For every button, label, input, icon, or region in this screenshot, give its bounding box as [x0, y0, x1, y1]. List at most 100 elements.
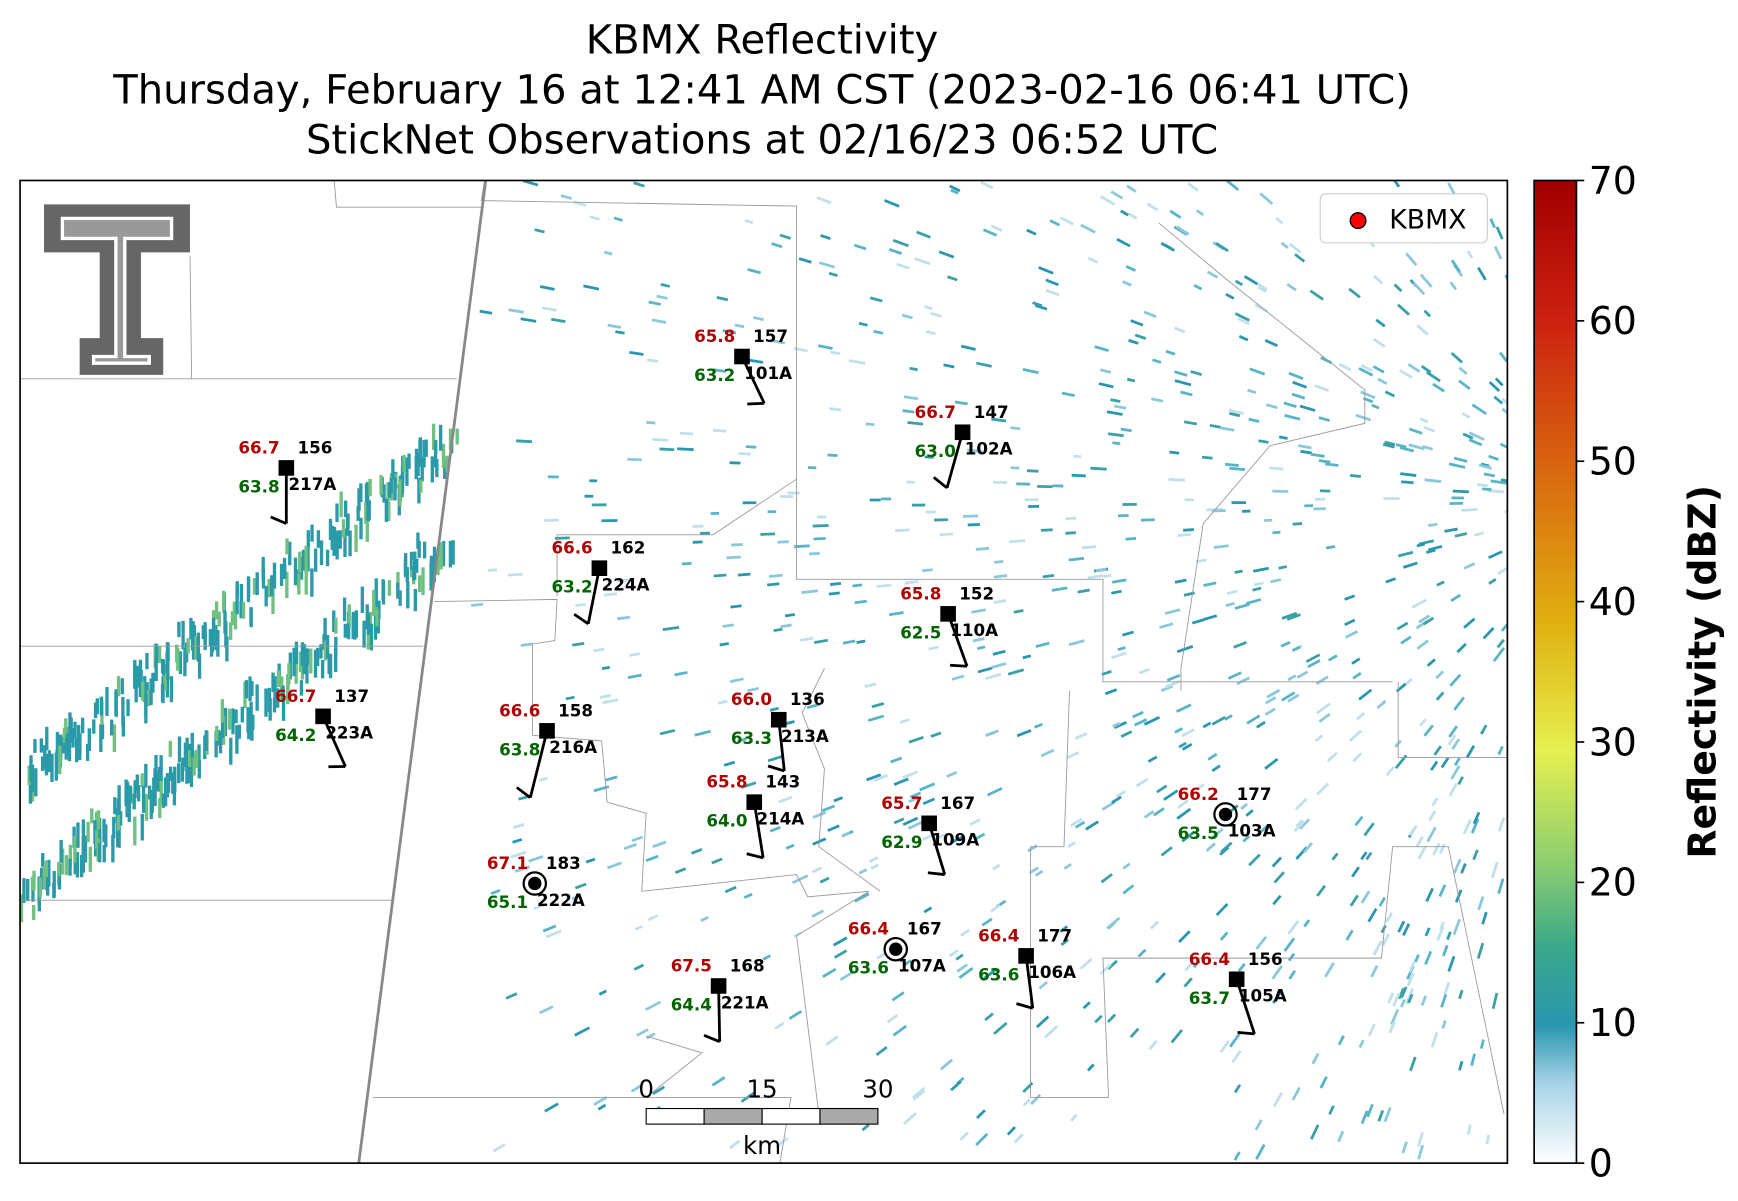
echo: [888, 248, 903, 255]
echo: [1032, 301, 1043, 308]
echo: [1201, 455, 1213, 460]
temperature: 65.8: [706, 772, 747, 792]
echo: [1007, 668, 1025, 676]
echo: [134, 684, 138, 703]
echo: [712, 368, 726, 373]
echo: [1344, 630, 1359, 639]
echo: [451, 540, 455, 565]
echo: [52, 882, 56, 899]
echo: [1281, 691, 1296, 702]
echo: [784, 613, 795, 618]
echo: [1419, 718, 1427, 727]
echo: [903, 959, 912, 967]
echo: [1045, 288, 1060, 297]
echo: [645, 854, 659, 862]
echo: [471, 602, 484, 607]
echo: [1408, 427, 1423, 435]
echo: [1458, 379, 1471, 391]
echo: [992, 649, 1006, 656]
echo: [1349, 729, 1363, 742]
echo: [420, 457, 424, 482]
echo: [417, 575, 422, 593]
echo: [986, 787, 1003, 797]
echo: [984, 672, 1002, 681]
echo: [1122, 862, 1131, 870]
pressure: 157: [753, 326, 788, 346]
echo: [821, 804, 836, 813]
echo: [1174, 578, 1187, 584]
echo: [1314, 734, 1324, 743]
echo: [1143, 716, 1161, 726]
echo: [1024, 498, 1039, 502]
echo: [865, 422, 875, 427]
echo: [135, 774, 139, 792]
echo: [20, 894, 24, 923]
echo: [366, 501, 370, 522]
echo: [1110, 398, 1121, 403]
echo: [1209, 423, 1221, 429]
echo: [187, 750, 192, 768]
echo: [1385, 912, 1393, 923]
echo: [248, 676, 252, 702]
echo: [656, 294, 668, 300]
echo: [1408, 961, 1416, 973]
echo: [809, 551, 820, 556]
echo: [723, 760, 736, 767]
echo: [822, 967, 837, 979]
echo: [81, 819, 86, 842]
echo: [1425, 370, 1441, 383]
echo: [237, 724, 241, 739]
echo: [407, 453, 411, 469]
echo: [1135, 777, 1149, 788]
echo: [603, 250, 613, 256]
echo: [1299, 404, 1316, 412]
echo: [1022, 654, 1032, 660]
echo: [713, 573, 727, 578]
echo: [1450, 593, 1462, 602]
echo: [912, 1089, 926, 1101]
echo: [118, 811, 123, 826]
echo: [140, 813, 144, 841]
echo: [418, 439, 422, 458]
echo: [147, 689, 151, 707]
echo: [1411, 598, 1428, 609]
echo: [791, 874, 809, 884]
echo: [747, 268, 762, 275]
echo: [1493, 245, 1503, 260]
echo: [1087, 256, 1099, 264]
echo: [1100, 195, 1116, 206]
echo: [991, 417, 1007, 423]
echo: [1419, 273, 1433, 288]
echo: [341, 519, 346, 538]
echo: [1266, 688, 1281, 699]
echo: [1297, 444, 1312, 450]
echo: [1112, 441, 1121, 446]
echo: [1380, 924, 1387, 934]
wind-barb: [573, 613, 590, 626]
echo: [1371, 403, 1380, 410]
echo: [1468, 438, 1483, 447]
echo: [827, 453, 838, 457]
echo: [1442, 944, 1449, 957]
echo: [1006, 1126, 1017, 1136]
station-marker: [528, 876, 542, 891]
echo: [1275, 217, 1284, 225]
echo: [54, 752, 59, 781]
echo: [1074, 732, 1088, 740]
echo: [1497, 817, 1506, 832]
echo: [1287, 693, 1300, 703]
echo: [194, 636, 198, 660]
station-marker: [1228, 971, 1245, 988]
echo: [771, 339, 786, 345]
echo: [692, 540, 703, 544]
echo: [98, 843, 102, 863]
echo: [1309, 289, 1324, 301]
pressure: 183: [546, 853, 581, 873]
echo: [1103, 574, 1112, 578]
echo: [424, 439, 428, 457]
calm-marker: [883, 936, 908, 962]
echo: [1481, 911, 1488, 925]
echo: [304, 545, 308, 573]
station-marker: [278, 460, 295, 476]
echo: [225, 636, 229, 662]
